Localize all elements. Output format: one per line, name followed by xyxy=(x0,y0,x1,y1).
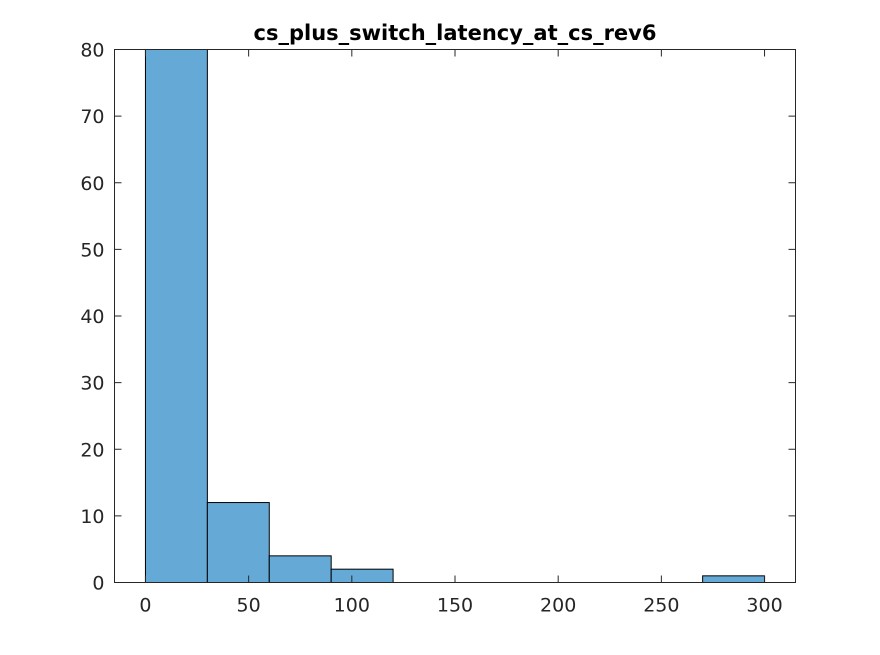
histogram-bar xyxy=(330,568,394,583)
histogram-bar xyxy=(702,575,766,584)
y-tick-label: 50 xyxy=(80,239,104,261)
tick-labels-group: 0 50 100 150 200 250 300 0 10 20 30 40 50 60 70 80 xyxy=(80,40,782,617)
y-tick-label: 70 xyxy=(80,106,104,128)
x-tick-label: 250 xyxy=(643,595,679,617)
x-tick-label: 300 xyxy=(746,595,782,617)
chart-title: cs_plus_switch_latency_at_cs_rev6 xyxy=(254,21,657,45)
y-tick-label: 40 xyxy=(80,306,104,328)
y-tick-label: 0 xyxy=(92,573,104,595)
histogram-bar xyxy=(206,502,270,583)
y-tick-label: 60 xyxy=(80,173,104,195)
ticks-group xyxy=(114,49,796,583)
x-tick-label: 150 xyxy=(437,595,473,617)
x-tick-label: 0 xyxy=(139,595,151,617)
y-tick-label: 20 xyxy=(80,439,104,461)
x-tick-label: 200 xyxy=(540,595,576,617)
x-tick-label: 100 xyxy=(334,595,370,617)
histogram-bar xyxy=(268,555,332,583)
y-tick-label: 10 xyxy=(80,506,104,528)
x-tick-label: 50 xyxy=(237,595,261,617)
histogram-bar xyxy=(144,49,208,583)
y-tick-label: 30 xyxy=(80,373,104,395)
bars-group xyxy=(144,49,766,584)
y-tick-label: 80 xyxy=(80,40,104,62)
